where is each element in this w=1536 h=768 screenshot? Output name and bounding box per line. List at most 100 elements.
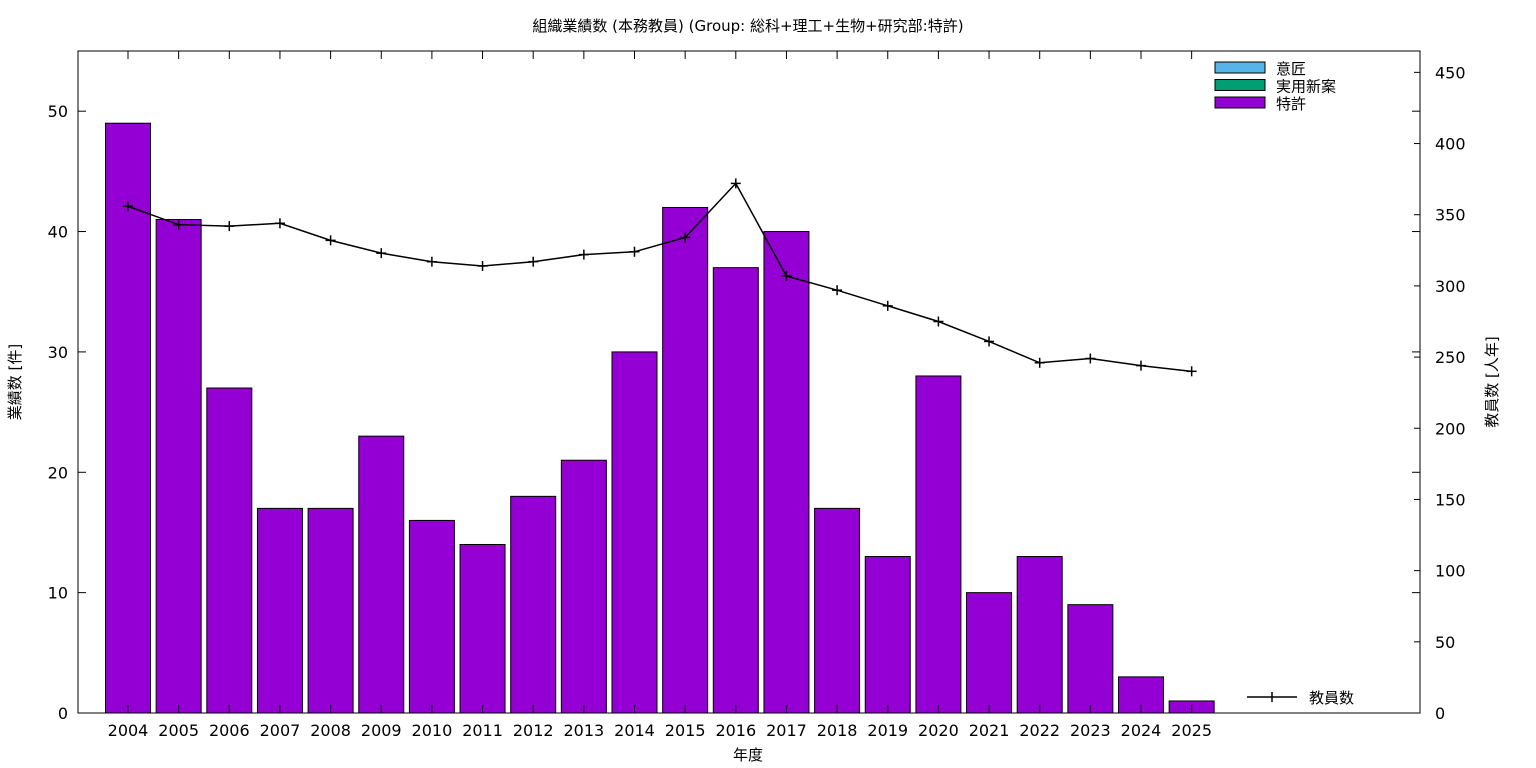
line-point-2007 xyxy=(274,218,285,229)
bar-2008 xyxy=(307,507,354,714)
legend-item-2: 特許 xyxy=(1214,95,1306,113)
x-tick-label: 2016 xyxy=(715,721,756,740)
y2-axis-label: 教員数 [人年] xyxy=(1483,336,1501,427)
bar-2016 xyxy=(712,267,759,714)
x-tick-label: 2021 xyxy=(969,721,1010,740)
x-tick-label: 2015 xyxy=(665,721,706,740)
bars-layer xyxy=(105,122,1215,714)
line-point-2004 xyxy=(123,201,133,212)
x-tick-label: 2010 xyxy=(412,721,453,740)
x-tick-label: 2004 xyxy=(108,721,149,740)
y2-tick-label: 150 xyxy=(1435,490,1466,509)
y-tick-label: 20 xyxy=(48,463,68,482)
bar-2013 xyxy=(560,459,607,714)
line-point-2022 xyxy=(1034,357,1045,368)
line-point-2010 xyxy=(426,256,437,267)
bar-2006 xyxy=(206,387,253,714)
y2-tick-label: 350 xyxy=(1435,206,1466,225)
y2-tick-label: 300 xyxy=(1435,277,1466,296)
bar-2007 xyxy=(256,507,303,714)
x-tick-label: 2025 xyxy=(1171,721,1212,740)
line-point-2008 xyxy=(325,235,336,246)
x-tick-label: 2023 xyxy=(1070,721,1111,740)
x-axis-label: 年度 xyxy=(733,746,763,764)
line-point-2011 xyxy=(477,260,488,271)
bar-2018 xyxy=(814,507,861,714)
x-tick-label: 2017 xyxy=(766,721,807,740)
legend-item-0: 意匠 xyxy=(1214,60,1306,78)
x-tick-label: 2022 xyxy=(1019,721,1060,740)
x-tick-label: 2013 xyxy=(563,721,604,740)
legend-swatch xyxy=(1214,61,1266,74)
line-point-2014 xyxy=(629,246,640,257)
bar-2005 xyxy=(155,219,202,714)
line-layer xyxy=(123,178,1197,377)
y2-tick-label: 0 xyxy=(1435,704,1445,723)
bar-2015 xyxy=(662,206,709,714)
bar-2022 xyxy=(1016,556,1063,714)
y2-tick-label: 200 xyxy=(1435,419,1466,438)
y-tick-label: 30 xyxy=(48,343,68,362)
axes-layer: 0 10 20 30 40 50 0 50 100 150 200 250 300 350 400 450 20… xyxy=(48,50,1466,740)
bar-2012 xyxy=(510,495,557,714)
bar-2019 xyxy=(864,556,911,714)
x-tick-label: 2024 xyxy=(1121,721,1162,740)
y-tick-label: 40 xyxy=(48,223,68,242)
line-point-2017 xyxy=(781,270,792,281)
x-tick-label: 2014 xyxy=(614,721,655,740)
legend-swatch xyxy=(1214,96,1266,109)
x-tick-label: 2011 xyxy=(462,721,503,740)
line-point-2006 xyxy=(224,221,235,232)
y2-tick-label: 450 xyxy=(1435,63,1466,82)
line-point-2015 xyxy=(680,232,691,243)
series-line-faculty xyxy=(127,182,1192,373)
y-axis-label: 業績数 [件] xyxy=(6,344,24,420)
line-point-2019 xyxy=(882,300,893,311)
bar-2010 xyxy=(408,519,455,714)
bar-2017 xyxy=(763,231,810,714)
x-tick-label: 2019 xyxy=(867,721,908,740)
line-point-2025 xyxy=(1186,366,1197,377)
line-point-2016 xyxy=(730,178,741,189)
bar-2023 xyxy=(1067,604,1114,714)
line-point-2018 xyxy=(832,285,843,296)
y-tick-label: 50 xyxy=(48,102,68,121)
x-tick-label: 2009 xyxy=(361,721,402,740)
legend-label: 意匠 xyxy=(1276,60,1306,78)
bar-2009 xyxy=(358,435,405,714)
y2-tick-label: 100 xyxy=(1435,562,1466,581)
x-tick-label: 2005 xyxy=(158,721,199,740)
plot-frame xyxy=(77,50,1421,714)
line-point-2012 xyxy=(528,256,539,267)
line-point-2009 xyxy=(376,248,387,259)
bar-2014 xyxy=(611,351,658,714)
y2-tick-label: 250 xyxy=(1435,348,1466,367)
x-tick-label: 2007 xyxy=(260,721,301,740)
bar-2004 xyxy=(105,122,151,714)
line-point-2020 xyxy=(933,316,944,327)
y-tick-label: 10 xyxy=(48,584,68,603)
bar-2011 xyxy=(459,543,506,714)
legend-swatch xyxy=(1214,79,1266,91)
legend-label: 実用新案 xyxy=(1276,78,1336,96)
y2-tick-label: 50 xyxy=(1435,633,1455,652)
x-tick-label: 2012 xyxy=(513,721,554,740)
line-point-2021 xyxy=(984,336,995,347)
x-tick-label: 2020 xyxy=(918,721,959,740)
y2-tick-label: 400 xyxy=(1435,135,1466,154)
legend-label: 特許 xyxy=(1276,95,1306,113)
legend-item-line: 教員数 xyxy=(1247,689,1354,707)
line-point-2024 xyxy=(1136,360,1146,371)
line-point-2005 xyxy=(173,219,184,230)
x-tick-label: 2018 xyxy=(817,721,858,740)
legend-item-1: 実用新案 xyxy=(1214,78,1336,96)
bar-2021 xyxy=(966,592,1013,714)
x-tick-label: 2006 xyxy=(209,721,250,740)
bar-2020 xyxy=(915,375,962,714)
line-point-2013 xyxy=(578,249,589,260)
line-point-2023 xyxy=(1085,353,1096,364)
x-tick-label: 2008 xyxy=(310,721,351,740)
